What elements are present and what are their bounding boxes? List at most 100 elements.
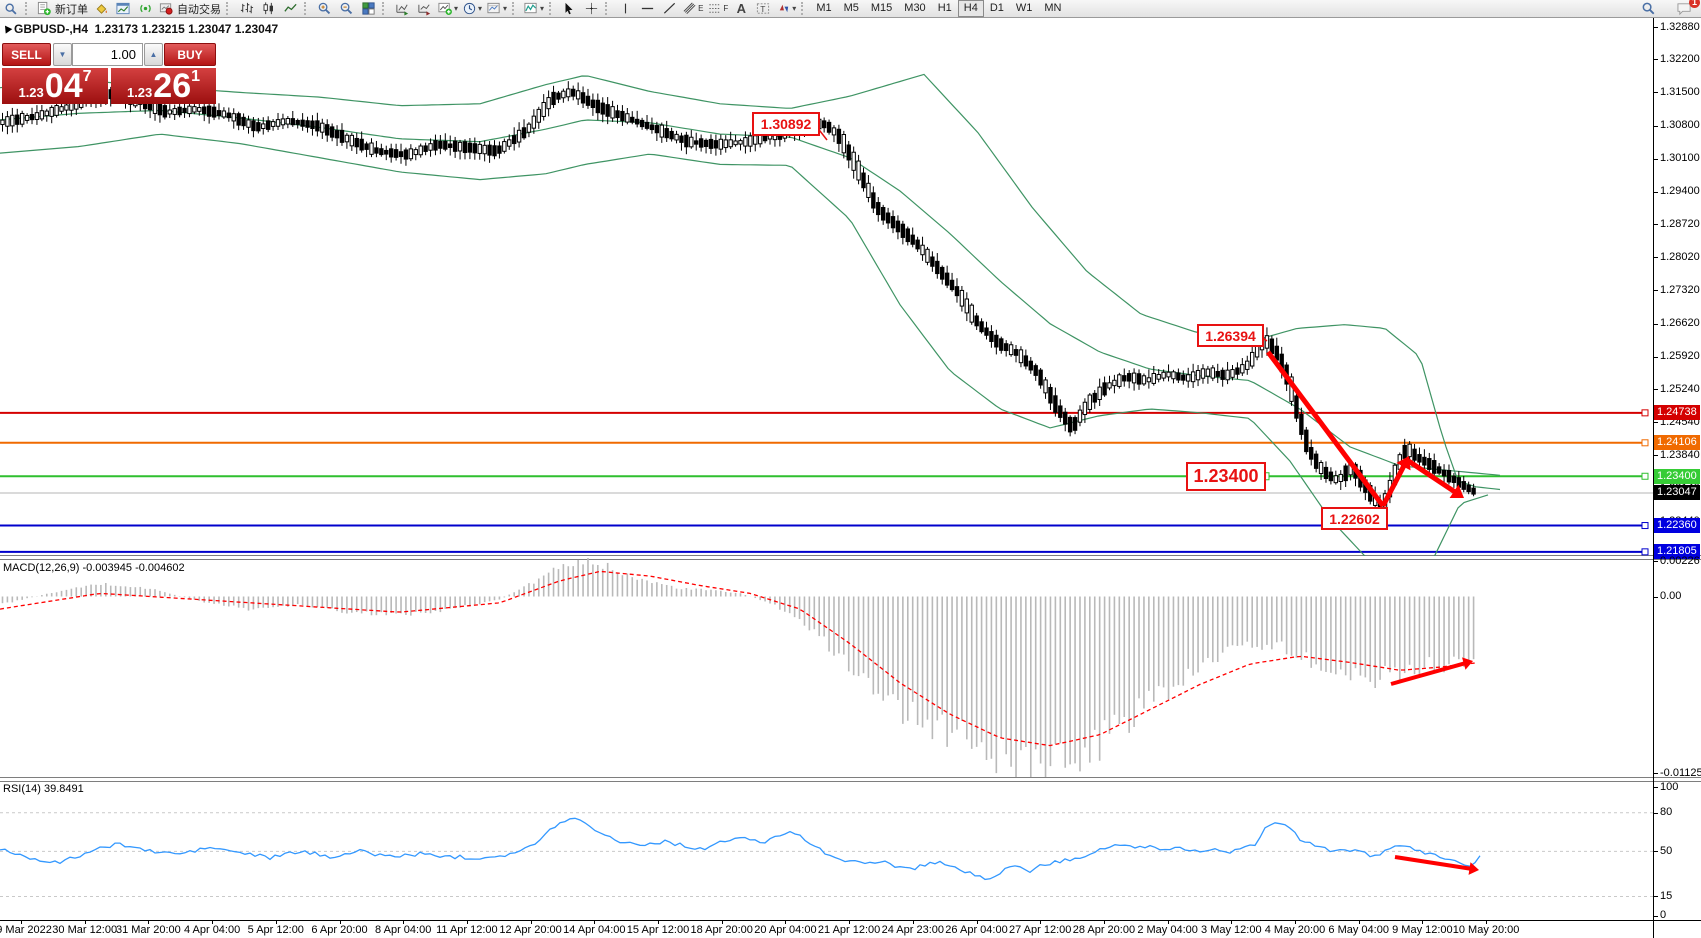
zoom-in-icon[interactable] (313, 0, 335, 18)
search-icon[interactable] (0, 0, 22, 18)
macd-axis-label: 0.00226 (1660, 554, 1700, 567)
time-axis-label: 12 Apr 20:00 (499, 924, 562, 936)
rsi-axis-label: 100 (1660, 780, 1679, 793)
price-axis-label: 1.25920 (1660, 350, 1700, 363)
macd-panel-canvas[interactable] (0, 558, 1653, 777)
macd-axis-tick (1653, 596, 1658, 598)
timeframe-button-M5[interactable]: M5 (843, 2, 859, 14)
price-axis-label: 1.27320 (1660, 283, 1700, 296)
market-watch-icon[interactable] (112, 0, 134, 18)
timeframe-button-M30[interactable]: M30 (904, 2, 926, 14)
svg-text:T: T (760, 4, 765, 14)
panel-separator[interactable] (0, 555, 1701, 560)
rsi-axis-label: 15 (1660, 889, 1673, 902)
price-axis-tick (1653, 27, 1658, 28)
rsi-axis-tick (1653, 896, 1658, 898)
new-chart-button[interactable]: ▾ (435, 0, 460, 18)
sell-price-display[interactable]: 1.23 04 7 (2, 68, 108, 104)
time-axis-label: 29 Mar 2022 (0, 924, 52, 936)
period-clock-button[interactable]: ▾ (460, 0, 484, 18)
timeframe-button-MN[interactable]: MN (1044, 2, 1062, 14)
time-axis-tick (1486, 920, 1488, 924)
label-tool-icon[interactable]: T (752, 0, 774, 18)
price-callout-label[interactable]: 1.30892 (752, 112, 820, 136)
indicators-button[interactable]: ▾ (521, 0, 546, 18)
panel-separator[interactable] (0, 777, 1701, 782)
price-callout-label[interactable]: 1.23400 (1186, 462, 1266, 491)
timeframe-button-D1[interactable]: D1 (989, 2, 1004, 14)
time-axis-tick (721, 920, 723, 924)
timeframe-button-M1[interactable]: M1 (816, 2, 832, 14)
price-callout-label[interactable]: 1.26394 (1197, 324, 1264, 347)
price-axis-tick (1653, 125, 1658, 127)
time-axis-label: 27 Apr 12:00 (1008, 924, 1072, 936)
step-back-icon[interactable] (413, 0, 435, 18)
arrows-tool-icon[interactable]: ▾ (774, 0, 798, 18)
sell-button[interactable]: SELL (2, 43, 51, 66)
tile-windows-icon[interactable] (357, 0, 379, 18)
fibonacci-tool-icon[interactable]: F (705, 0, 730, 18)
new-order-button[interactable]: 新订单 (34, 0, 90, 18)
channel-sub-label: E (698, 4, 704, 13)
rsi-axis-label: 50 (1660, 844, 1673, 857)
price-axis-label: 1.32880 (1660, 20, 1700, 33)
price-axis-tick (1653, 356, 1658, 358)
rsi-panel-canvas[interactable] (0, 780, 1653, 920)
time-axis-label: 5 Apr 12:00 (247, 924, 304, 936)
channel-tool-icon[interactable]: E (680, 0, 705, 18)
timeframe-button-H1[interactable]: H1 (937, 2, 952, 14)
horizontal-line-tool-icon[interactable] (636, 0, 658, 18)
time-axis-label: 20 Apr 04:00 (754, 924, 817, 936)
buy-price-display[interactable]: 1.23 26 1 (111, 68, 216, 104)
time-axis-tick (1231, 920, 1233, 924)
timeframe-button-H4[interactable]: H4 (957, 0, 984, 17)
cursor-tool-icon[interactable] (558, 0, 580, 18)
timeframe-button-M15[interactable]: M15 (870, 2, 893, 14)
price-axis-tick (1653, 92, 1658, 94)
zoom-out-icon[interactable] (335, 0, 357, 18)
rsi-axis-label: 80 (1660, 806, 1673, 819)
time-axis-tick (1167, 920, 1169, 924)
candlestick-mode-icon[interactable] (257, 0, 279, 18)
level-price-marker: 1.23400 (1654, 468, 1700, 484)
buy-button[interactable]: BUY (164, 43, 216, 66)
toolbar-right-group: 1 (1637, 0, 1700, 18)
price-axis-label: 1.28020 (1660, 250, 1700, 263)
time-axis-tick (912, 920, 914, 924)
text-tool-icon[interactable]: A (730, 0, 752, 18)
time-axis-label: 8 Apr 04:00 (375, 924, 432, 936)
time-axis-tick (1103, 920, 1105, 924)
time-axis-tick (976, 920, 978, 924)
trendline-tool-icon[interactable] (658, 0, 680, 18)
styler-bucket-icon[interactable] (90, 0, 112, 18)
autotrading-button[interactable]: 自动交易 (156, 0, 223, 18)
templates-button[interactable]: ▾ (484, 0, 509, 18)
time-axis-tick (658, 920, 659, 924)
volume-increase-button[interactable]: ▲ (144, 43, 163, 66)
timeframe-button-W1[interactable]: W1 (1015, 2, 1033, 14)
search-icon[interactable] (1637, 0, 1659, 18)
time-axis-label: 14 Apr 04:00 (563, 924, 626, 936)
volume-input[interactable] (72, 43, 143, 66)
step-forward-icon[interactable] (391, 0, 413, 18)
time-axis-label: 4 Apr 04:00 (183, 924, 241, 936)
autotrading-label: 自动交易 (177, 3, 221, 16)
dropdown-caret-icon: ▾ (540, 4, 545, 13)
time-axis-tick (339, 920, 341, 924)
new-order-label: 新订单 (55, 3, 88, 16)
price-callout-label[interactable]: 1.22602 (1321, 507, 1388, 530)
macd-axis-label: -0.011252 (1660, 766, 1701, 779)
main-chart-canvas[interactable] (0, 18, 1701, 556)
crosshair-tool-icon[interactable] (580, 0, 602, 18)
notifications-chat-icon[interactable]: 1 (1673, 0, 1700, 18)
time-axis-tick (785, 920, 787, 924)
rsi-axis-tick (1653, 851, 1658, 853)
time-axis-tick (212, 920, 214, 924)
signals-icon[interactable] (134, 0, 156, 18)
bar-chart-mode-icon[interactable] (235, 0, 257, 18)
vertical-line-tool-icon[interactable] (614, 0, 636, 18)
volume-decrease-button[interactable]: ▼ (53, 43, 72, 66)
line-chart-mode-icon[interactable] (279, 0, 301, 18)
time-axis-tick (1358, 920, 1360, 924)
